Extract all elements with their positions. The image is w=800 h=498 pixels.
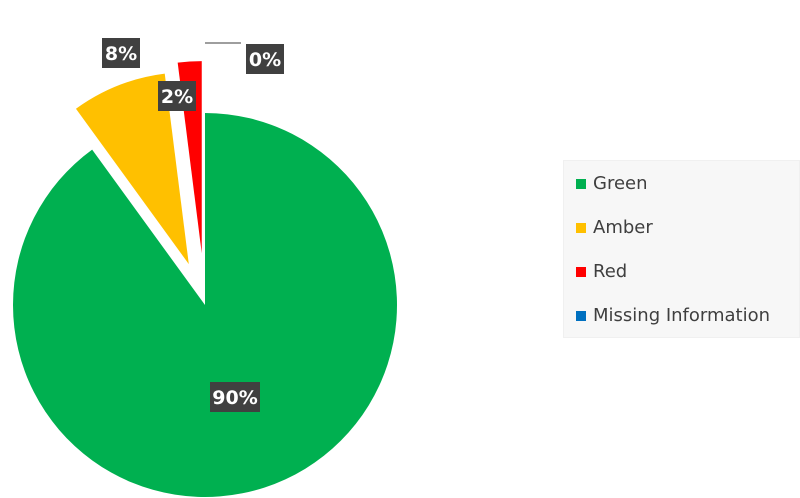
data-label-red: 2% xyxy=(158,81,196,111)
legend-label-missing-information: Missing Information xyxy=(593,305,771,326)
legend-label-green: Green xyxy=(593,173,648,194)
pie-slice-amber xyxy=(75,73,189,265)
legend-item-green: Green xyxy=(576,173,648,194)
data-label-box-red xyxy=(158,81,196,111)
legend-item-red: Red xyxy=(576,261,627,282)
data-label-missing-information: 0% xyxy=(246,44,284,74)
data-label-box-green xyxy=(210,382,260,412)
legend-swatch-red xyxy=(576,266,586,277)
legend-label-red: Red xyxy=(593,261,628,282)
legend-swatch-missing-information xyxy=(576,310,586,321)
data-label-text-red: 2% xyxy=(161,86,193,108)
data-label-text-green: 90% xyxy=(212,387,257,409)
legend-item-amber: Amber xyxy=(576,217,653,238)
data-label-amber: 8% xyxy=(102,38,140,68)
data-label-box-amber xyxy=(102,38,140,68)
data-label-green: 90% xyxy=(210,382,260,412)
data-label-box-missing-information xyxy=(246,44,284,74)
legend-swatch-green xyxy=(576,178,586,189)
legend-item-missing-information: Missing Information xyxy=(576,305,770,326)
legend: Green Amber Red Missing Information xyxy=(563,160,800,338)
legend-swatch-amber xyxy=(576,222,586,233)
data-label-text-missing-information: 0% xyxy=(249,49,281,71)
data-label-text-amber: 8% xyxy=(105,43,137,65)
pie-slice-green xyxy=(12,113,398,498)
legend-label-amber: Amber xyxy=(593,217,653,238)
